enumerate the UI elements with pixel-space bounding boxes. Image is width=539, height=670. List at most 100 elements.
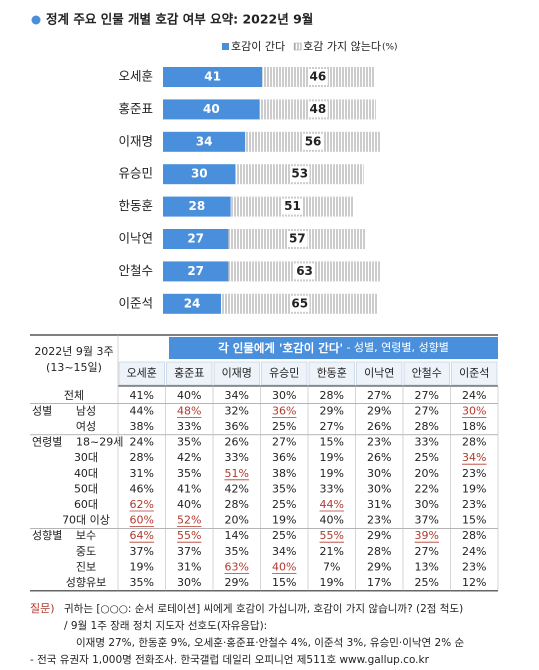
table-cell: 23% bbox=[462, 560, 486, 573]
table-cell: 27% bbox=[272, 436, 296, 449]
value-label: 24 bbox=[184, 296, 201, 310]
row-group: 성향별 bbox=[32, 529, 62, 542]
table-cell: 35% bbox=[177, 467, 201, 480]
value-label: 56 bbox=[305, 134, 322, 148]
table-cell: 51% bbox=[225, 467, 249, 480]
table-cell: 42% bbox=[225, 482, 249, 495]
table-cell: 37% bbox=[415, 514, 439, 527]
table-cell: 20% bbox=[415, 467, 439, 480]
bar bbox=[163, 229, 229, 249]
bar bbox=[163, 67, 263, 87]
value-label: 28 bbox=[189, 199, 206, 213]
bar bbox=[163, 99, 260, 120]
table-cell: 40% bbox=[177, 389, 201, 402]
legend-swatch bbox=[293, 42, 302, 51]
value-label-bg bbox=[289, 166, 310, 183]
table-cell: 28% bbox=[462, 436, 486, 449]
category-label: 홍준표 bbox=[118, 101, 153, 116]
table-cell: 19% bbox=[130, 560, 154, 573]
value-label: 27 bbox=[187, 264, 204, 278]
table-cell: 17% bbox=[367, 576, 391, 589]
table-cell: 27% bbox=[415, 389, 439, 402]
table-cell: 27% bbox=[415, 545, 439, 558]
row-label: 남성 bbox=[76, 404, 96, 417]
column-header: 홍준표 bbox=[174, 366, 204, 380]
column-header-bg bbox=[166, 361, 213, 386]
table-cell: 23% bbox=[462, 498, 486, 511]
table-cell: 46% bbox=[130, 482, 154, 495]
table-cell: 19% bbox=[320, 467, 344, 480]
row-label: 보수 bbox=[76, 529, 96, 542]
table-cell: 28% bbox=[225, 498, 249, 511]
column-header: 한동훈 bbox=[317, 367, 347, 380]
bar bbox=[163, 261, 229, 282]
table-cell: 60% bbox=[130, 514, 154, 527]
table-cell: 62% bbox=[130, 498, 154, 511]
table-cell: 44% bbox=[130, 404, 154, 417]
table-cell: 28% bbox=[130, 451, 154, 464]
value-label-bg bbox=[307, 101, 328, 118]
table-cell: 35% bbox=[177, 436, 201, 449]
table-cell: 63% bbox=[225, 560, 249, 573]
table-cell: 19% bbox=[272, 514, 296, 527]
category-label: 이낙연 bbox=[118, 231, 153, 246]
table-cell: 25% bbox=[272, 529, 296, 542]
value-label-bg bbox=[282, 198, 303, 215]
table-cell: 52% bbox=[177, 514, 201, 527]
table-cell: 33% bbox=[320, 482, 344, 495]
table-cell: 41% bbox=[130, 389, 154, 402]
row-label: 여성 bbox=[76, 420, 96, 433]
table-cell: 38% bbox=[272, 467, 296, 480]
category-label: 안철수 bbox=[118, 263, 153, 278]
column-header-bg bbox=[118, 361, 165, 386]
bar bbox=[163, 164, 236, 185]
table-cell: 40% bbox=[272, 560, 296, 573]
table-cell: 14% bbox=[225, 529, 249, 542]
table-cell: 24% bbox=[130, 436, 154, 449]
table-cell: 28% bbox=[367, 545, 391, 558]
table-cell: 30% bbox=[415, 498, 439, 511]
table-cell: 44% bbox=[320, 498, 344, 511]
column-header: 이낙연 bbox=[364, 367, 394, 380]
table-cell: 23% bbox=[462, 467, 486, 480]
title-bullet bbox=[31, 15, 41, 25]
table-cell: 31% bbox=[130, 467, 154, 480]
table-cell: 26% bbox=[225, 436, 249, 449]
value-label: 30 bbox=[191, 167, 208, 181]
table-cell: 12% bbox=[462, 576, 486, 589]
table-cell: 34% bbox=[272, 545, 296, 558]
row-label: 18~29세 bbox=[76, 436, 123, 449]
legend-swatch bbox=[222, 43, 229, 50]
table-cell: 29% bbox=[367, 560, 391, 573]
column-header: 오세훈 bbox=[127, 367, 157, 380]
column-header-bg bbox=[261, 361, 308, 386]
category-label: 유승민 bbox=[118, 166, 153, 181]
table-cell: 30% bbox=[367, 467, 391, 480]
table-cell: 7% bbox=[323, 560, 340, 573]
table-cell: 27% bbox=[320, 420, 344, 433]
column-header-bg bbox=[356, 361, 403, 386]
value-label-bg bbox=[287, 231, 308, 247]
table-cell: 41% bbox=[177, 482, 201, 495]
table-cell: 29% bbox=[225, 576, 249, 589]
column-header: 이재명 bbox=[222, 367, 252, 380]
table-cell: 34% bbox=[225, 389, 249, 402]
table-cell: 25% bbox=[272, 498, 296, 511]
table-cell: 36% bbox=[272, 404, 296, 417]
table-cell: 25% bbox=[415, 576, 439, 589]
table-cell: 30% bbox=[462, 404, 486, 417]
column-header-bg bbox=[451, 361, 498, 386]
table-title-main: 각 인물에게 '호감이 간다' bbox=[218, 341, 343, 355]
column-header-bg bbox=[308, 361, 355, 386]
row-label: 50대 bbox=[74, 482, 98, 495]
column-header: 안철수 bbox=[412, 367, 442, 380]
table-cell: 29% bbox=[367, 404, 391, 417]
category-label: 이재명 bbox=[118, 133, 153, 148]
footnote-line: / 9월 1주 장래 정치 지도자 선호도(자유응답): bbox=[64, 620, 267, 632]
table-cell: 33% bbox=[415, 436, 439, 449]
table-cell: 40% bbox=[177, 498, 201, 511]
value-label: 40 bbox=[203, 102, 220, 116]
table-cell: 48% bbox=[177, 404, 201, 417]
table-cell: 36% bbox=[225, 420, 249, 433]
